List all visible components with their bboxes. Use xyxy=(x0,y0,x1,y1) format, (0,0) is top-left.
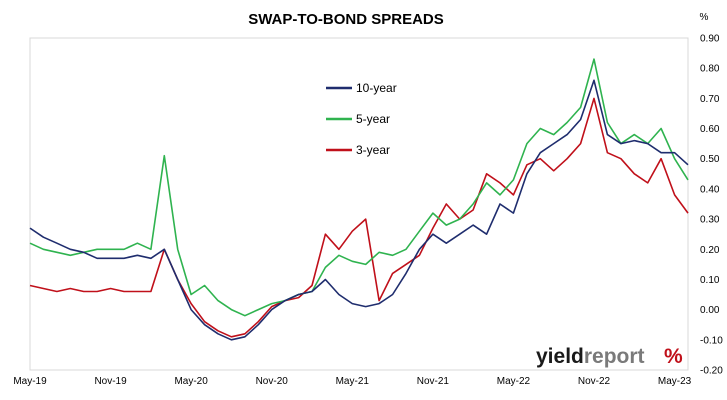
plot-area xyxy=(29,37,689,371)
series-line-5-year xyxy=(29,58,689,317)
y-tick-label: 0.80 xyxy=(700,64,720,75)
y-axis-unit-label: % xyxy=(700,12,709,23)
x-tick-label: Nov-22 xyxy=(578,376,611,387)
y-axis-ticks: -0.20 -0.10 0.00 0.10 0.20 0.30 0.40 0.50 0.60 0.… xyxy=(700,34,723,377)
y-tick-label: 0.50 xyxy=(700,154,720,165)
y-tick-label: 0.70 xyxy=(700,94,720,105)
y-tick-label: 0.00 xyxy=(700,305,720,316)
legend-label-10-year: 10-year xyxy=(356,81,397,95)
y-tick-label: 0.40 xyxy=(700,184,720,195)
legend: 10-year 5-year 3-year xyxy=(326,81,397,157)
y-tick-label: 0.30 xyxy=(700,215,720,226)
legend-label-5-year: 5-year xyxy=(356,112,390,126)
series-lines xyxy=(29,58,689,341)
x-tick-label: Nov-19 xyxy=(94,376,127,387)
x-tick-label: May-22 xyxy=(497,376,531,387)
series-line-10-year xyxy=(29,79,689,341)
x-tick-label: May-20 xyxy=(174,376,208,387)
y-tick-label: -0.10 xyxy=(700,335,723,346)
x-tick-label: May-21 xyxy=(336,376,370,387)
chart-title: SWAP-TO-BOND SPREADS xyxy=(248,11,444,28)
y-tick-label: 0.20 xyxy=(700,245,720,256)
legend-label-3-year: 3-year xyxy=(356,143,390,157)
y-tick-label: 0.90 xyxy=(700,34,720,45)
logo-text-yield: yield xyxy=(536,345,584,368)
x-axis-ticks: May-19 Nov-19 May-20 Nov-20 May-21 Nov-21 May-… xyxy=(13,376,691,387)
y-tick-label: 0.10 xyxy=(700,275,720,286)
logo-text-report: report xyxy=(584,345,645,368)
x-tick-label: Nov-20 xyxy=(256,376,289,387)
svg-text:yieldreport: yieldreport xyxy=(536,345,645,368)
y-tick-label: -0.20 xyxy=(700,366,723,377)
yieldreport-logo: yieldreport % xyxy=(536,345,683,368)
series-line-3-year xyxy=(29,97,689,338)
x-tick-label: Nov-21 xyxy=(417,376,450,387)
y-tick-label: 0.60 xyxy=(700,124,720,135)
x-tick-label: May-19 xyxy=(13,376,47,387)
logo-percent-symbol: % xyxy=(664,345,683,368)
x-tick-label: May-23 xyxy=(658,376,692,387)
